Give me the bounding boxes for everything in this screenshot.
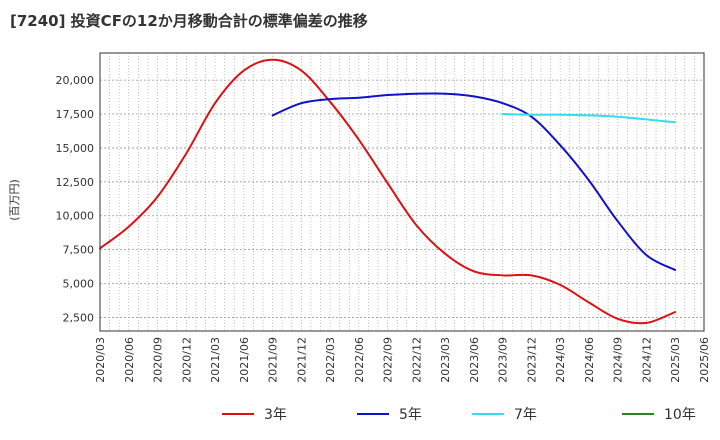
x-tick-label: 2025/03 — [669, 337, 682, 383]
x-tick-label: 2020/12 — [180, 337, 193, 383]
x-tick-label: 2022/03 — [324, 337, 337, 383]
legend-label-3: 10年 — [664, 407, 696, 423]
y-tick-label: 2,500 — [63, 311, 95, 324]
series-lines — [99, 58, 677, 325]
y-tick-label: 15,000 — [56, 142, 95, 155]
plot-background — [100, 53, 704, 331]
x-tick-label: 2025/06 — [698, 337, 711, 383]
legend: 3年 5年 7年 10年 — [222, 407, 696, 423]
y-tick-label: 5,000 — [63, 278, 95, 291]
y-tick-label: 17,500 — [56, 108, 95, 121]
x-tick-label: 2024/06 — [583, 337, 596, 383]
x-tick-label: 2023/06 — [468, 337, 481, 383]
x-tick-label: 2020/03 — [94, 337, 107, 383]
x-tick-label: 2023/09 — [497, 337, 510, 383]
legend-label-2: 7年 — [514, 407, 537, 423]
x-tick-label: 2021/03 — [209, 337, 222, 383]
x-tick-label: 2021/09 — [267, 337, 280, 383]
x-tick-label: 2021/12 — [295, 337, 308, 383]
series-line-1 — [271, 92, 677, 271]
x-tick-label: 2023/03 — [439, 337, 452, 383]
x-tick-label: 2023/12 — [525, 337, 538, 383]
x-tick-label: 2020/09 — [152, 337, 165, 383]
x-axis-ticks: 2020/03 2020/06 2020/09 2020/12 2021/03 2021/… — [94, 337, 711, 383]
y-axis-label: (百万円) — [8, 179, 21, 221]
x-tick-label: 2022/12 — [410, 337, 423, 383]
x-tick-label: 2022/06 — [353, 337, 366, 383]
x-tick-label: 2020/06 — [123, 337, 136, 383]
y-tick-label: 12,500 — [56, 176, 95, 189]
plot-border — [99, 52, 705, 332]
y-axis-ticks: 2,500 5,000 7,500 10,000 12,500 15,000 17,500 2… — [56, 74, 95, 324]
legend-label-0: 3年 — [264, 407, 287, 423]
series-line-2 — [501, 113, 677, 124]
y-tick-label: 10,000 — [56, 210, 95, 223]
y-tick-label: 7,500 — [63, 244, 95, 257]
legend-label-1: 5年 — [399, 407, 422, 423]
y-tick-label: 20,000 — [56, 74, 95, 87]
x-tick-label: 2022/09 — [382, 337, 395, 383]
x-tick-label: 2024/09 — [612, 337, 625, 383]
series-line-0 — [99, 58, 677, 325]
x-tick-label: 2024/03 — [554, 337, 567, 383]
chart-title: [7240] 投資CFの12か月移動合計の標準偏差の推移 — [10, 12, 368, 30]
grid-lines — [99, 53, 705, 331]
x-tick-label: 2021/06 — [238, 337, 251, 383]
x-tick-label: 2024/12 — [640, 337, 653, 383]
